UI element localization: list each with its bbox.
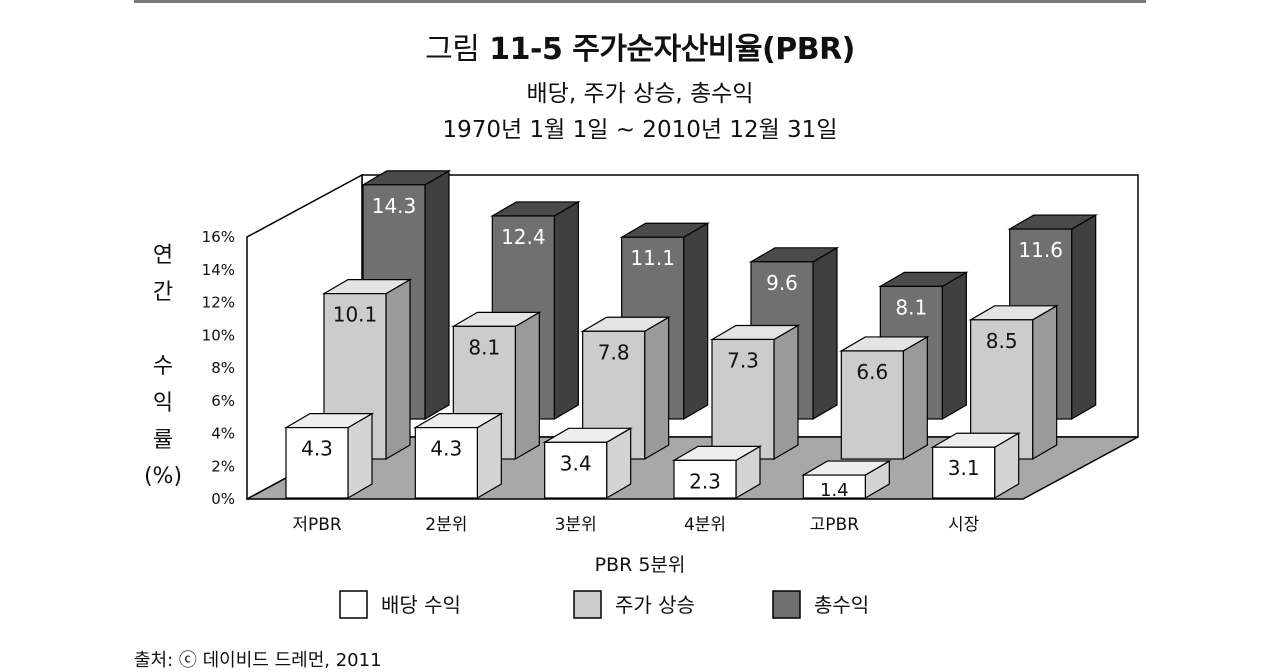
bar-4-s3-side — [812, 246, 838, 421]
y-axis-label: 간 — [153, 280, 173, 305]
bar-6-s2-side — [1032, 304, 1058, 461]
figure-source: 출처: ⓒ 데이비드 드레먼, 2011 — [134, 650, 382, 671]
bar-value-label: 11.6 — [1018, 238, 1063, 262]
y-tick-label: 2% — [211, 457, 235, 475]
top-rule — [134, 0, 1146, 3]
y-tick-label: 6% — [211, 392, 235, 410]
bar-value-label: 3.4 — [560, 451, 592, 475]
y-tick-label: 8% — [211, 359, 235, 377]
bar-value-label: 2.3 — [689, 469, 721, 493]
bar-5-s1 — [802, 474, 866, 499]
bar-value-label: 14.3 — [372, 194, 417, 218]
bar-value-label: 6.6 — [856, 360, 888, 384]
bar-4-s1 — [673, 459, 737, 499]
y-tick-label: 14% — [202, 261, 235, 279]
bar-value-label: 4.3 — [430, 437, 462, 461]
bar-4-s2-side — [773, 324, 799, 461]
figure-title-main: 11-5 주가순자산비율(PBR) — [489, 32, 855, 67]
bar-5-s3-side — [941, 271, 967, 421]
y-axis-label: 익 — [153, 391, 173, 416]
x-tick-label: 저PBR — [292, 515, 342, 535]
bar-value-label: 8.5 — [986, 329, 1018, 353]
bar-1-s2-side — [385, 278, 411, 461]
bar-value-label: 7.3 — [727, 348, 759, 372]
bar-2-s3-side — [553, 200, 579, 421]
bar-value-label: 10.1 — [333, 303, 378, 327]
bar-value-label: 4.3 — [301, 437, 333, 461]
bar-value-label: 11.1 — [630, 246, 675, 270]
bar-value-label: 1.4 — [820, 480, 849, 501]
bar-6-s1 — [932, 446, 996, 499]
y-axis-label: 률 — [153, 428, 173, 453]
x-tick-label: 고PBR — [810, 515, 860, 535]
y-tick-label: 0% — [211, 490, 235, 508]
y-axis-label: 연 — [153, 243, 173, 268]
x-tick-label: 2분위 — [425, 515, 467, 535]
x-tick-label: 시장 — [948, 515, 980, 535]
y-tick-label: 10% — [202, 326, 235, 344]
bar-1-s3-side — [424, 169, 450, 421]
bar-value-label: 7.8 — [598, 340, 630, 364]
bar-2-s2-side — [514, 311, 540, 461]
legend-swatch-1 — [339, 590, 368, 619]
bar-value-label: 8.1 — [468, 335, 500, 359]
y-axis-label: 수 — [153, 354, 173, 379]
bar-3-s1 — [544, 441, 608, 499]
bar-4-s2 — [711, 338, 775, 460]
bar-value-label: 9.6 — [766, 271, 798, 295]
figure-title-prefix: 그림 — [425, 32, 480, 67]
y-tick-label: 12% — [202, 294, 235, 312]
bar-value-label: 3.1 — [948, 456, 980, 480]
bar-2-s1-side — [476, 412, 502, 500]
x-axis-label: PBR 5분위 — [595, 554, 686, 576]
bar-1-s1 — [285, 426, 349, 499]
legend-swatch-2 — [573, 590, 602, 619]
bar-value-label: 12.4 — [501, 225, 546, 249]
bar-3-s3-side — [683, 222, 709, 421]
figure-subtitle: 배당, 주가 상승, 총수익 — [526, 81, 754, 107]
y-tick-label: 16% — [202, 228, 235, 246]
y-axis-label: (%) — [144, 464, 182, 489]
legend-label: 주가 상승 — [615, 593, 695, 617]
bar-5-s2 — [840, 350, 904, 460]
y-tick-label: 4% — [211, 425, 235, 443]
legend-swatch-3 — [772, 590, 801, 619]
x-tick-label: 4분위 — [684, 515, 726, 535]
bar-value-label: 8.1 — [895, 295, 927, 319]
legend-label: 총수익 — [814, 593, 869, 617]
bar-5-s2-side — [902, 335, 928, 461]
bar-1-s1-side — [347, 412, 373, 500]
figure-date-range: 1970년 1월 1일 ~ 2010년 12월 31일 — [442, 117, 838, 143]
bar-6-s3-side — [1071, 214, 1097, 421]
x-tick-label: 3분위 — [555, 515, 597, 535]
bar-2-s1 — [414, 426, 478, 499]
bar-3-s2-side — [644, 316, 670, 461]
legend-label: 배당 수익 — [381, 593, 461, 617]
figure-title: 그림 11-5 주가순자산비율(PBR) — [0, 24, 1280, 68]
